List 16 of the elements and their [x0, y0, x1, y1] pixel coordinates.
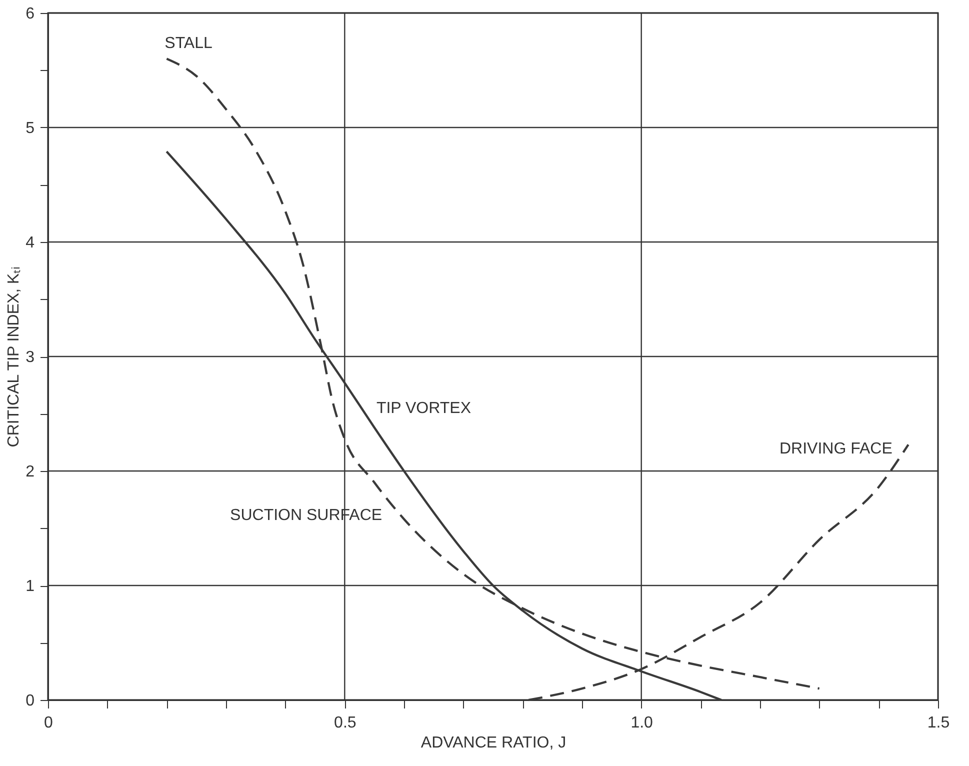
y-tick-label: 1 — [26, 578, 35, 595]
y-tick-label: 2 — [26, 464, 35, 480]
y-tick-label: 3 — [26, 349, 35, 366]
annotation: STALL — [164, 34, 212, 52]
y-tick-label: 5 — [26, 120, 35, 137]
x-tick-label: 1.0 — [630, 714, 654, 732]
y-tick-label: 6 — [26, 6, 35, 22]
annotation: DRIVING FACE — [779, 440, 892, 458]
y-tick-label: 0 — [26, 692, 35, 710]
x-axis-title: ADVANCE RATIO, J — [420, 734, 566, 752]
y-tick-label: 4 — [26, 234, 35, 252]
annotation: TIP VORTEX — [376, 400, 472, 418]
x-tick-label: 0.5 — [334, 714, 356, 732]
x-tick-label: 1.5 — [927, 714, 950, 732]
y-axis-title: CRITICAL TIP INDEX, Kₜᵢ — [6, 266, 23, 448]
x-tick-label: 0 — [44, 714, 54, 732]
